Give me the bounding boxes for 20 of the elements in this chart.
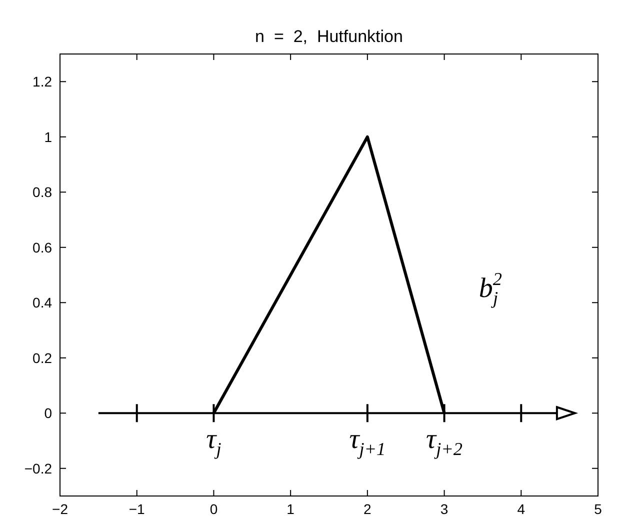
annotation: τ$_{j}$ <box>206 424 222 460</box>
chart-title: n = 2, Hutfunktion <box>255 27 403 46</box>
x-tick-label: 1 <box>286 501 295 517</box>
annotation: τ$_{j+2}$ <box>426 424 463 460</box>
y-tick-label: 1.2 <box>32 74 52 90</box>
x-tick-label: −1 <box>128 501 146 517</box>
x-tick-label: 3 <box>440 501 448 517</box>
x-tick-label: −2 <box>52 501 68 517</box>
y-tick-label: 0.2 <box>32 350 52 366</box>
y-tick-label: 0 <box>44 405 52 422</box>
y-tick-label: 0.8 <box>32 184 52 200</box>
y-tick-label: 0.4 <box>32 294 52 311</box>
x-tick-label: 4 <box>517 501 526 517</box>
y-tick-label: −0.2 <box>24 460 52 476</box>
x-tick-label: 2 <box>364 501 372 517</box>
annotation: τ$_{j+1}$ <box>349 424 386 460</box>
y-tick-label: 1 <box>44 128 52 145</box>
x-tick-label: 5 <box>594 501 602 517</box>
y-tick-label: 0.6 <box>32 239 52 256</box>
x-tick-label: 0 <box>210 501 218 517</box>
